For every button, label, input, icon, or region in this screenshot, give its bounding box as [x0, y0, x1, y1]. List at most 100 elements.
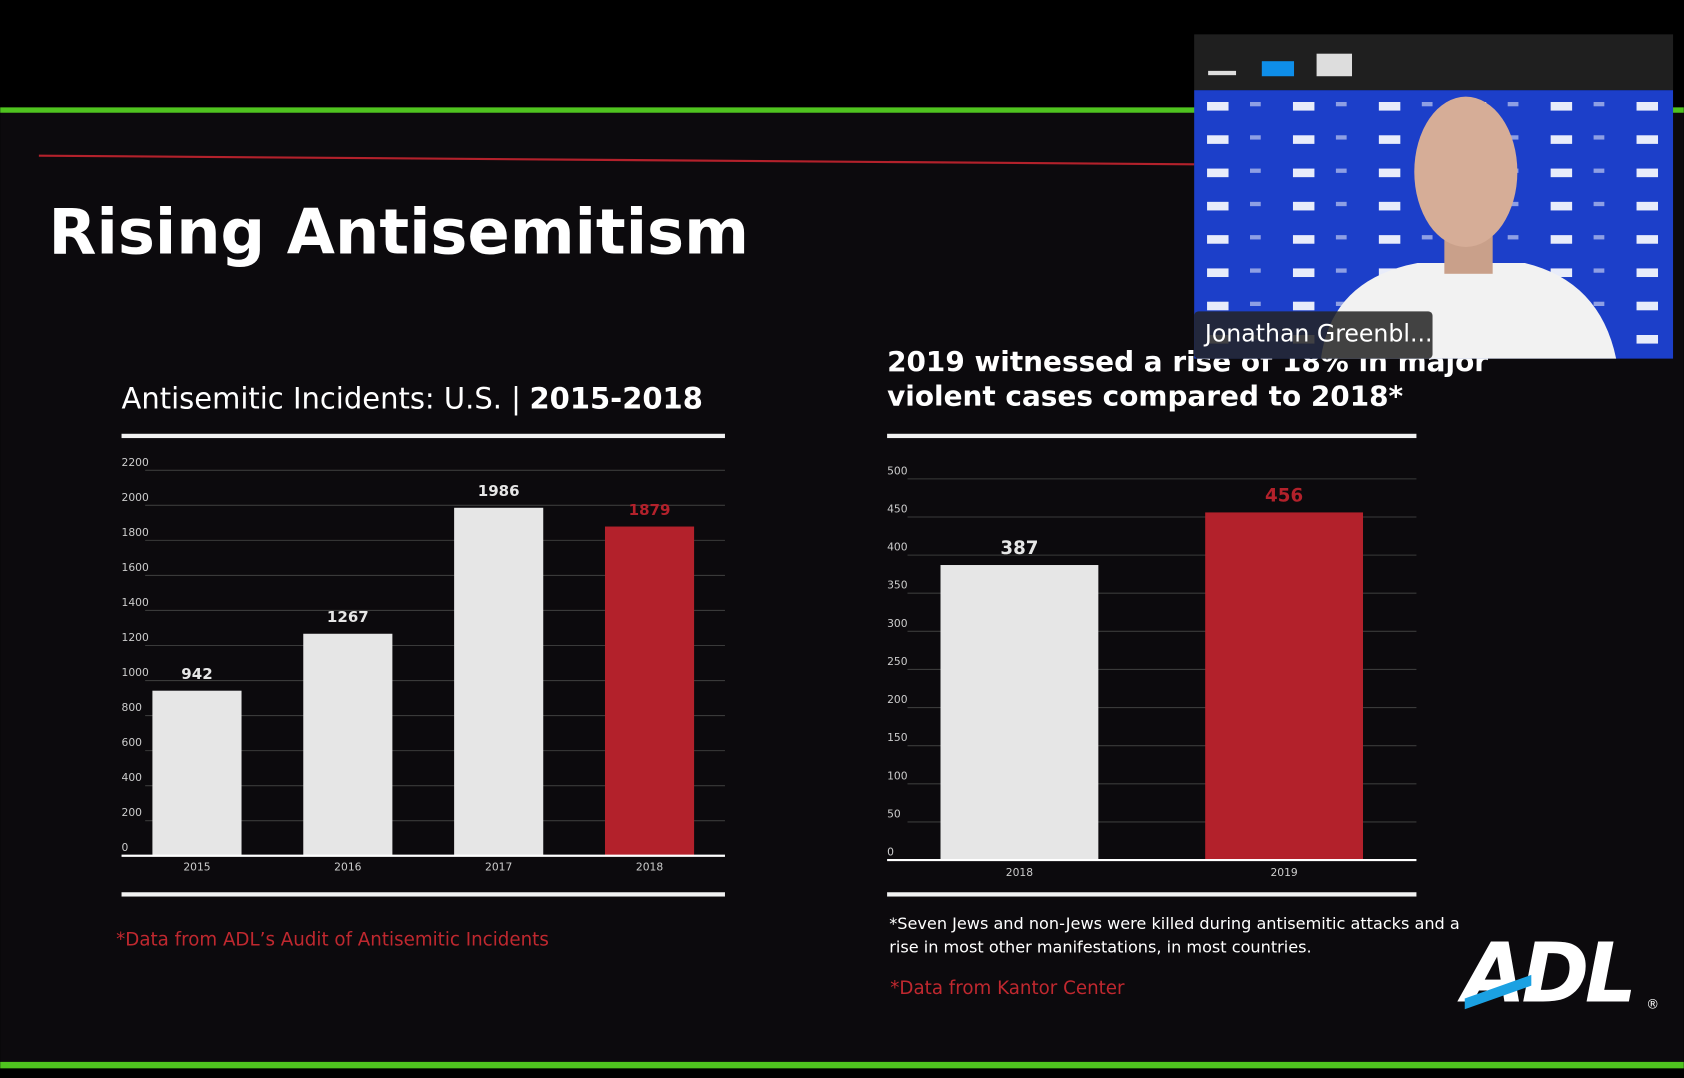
footnote: rise in most other manifestations, in mo…: [889, 938, 1311, 957]
backdrop-tile: [1550, 135, 1573, 144]
value-label: 387: [1000, 538, 1038, 559]
bar: [1205, 512, 1364, 861]
value-label: 1879: [629, 501, 671, 519]
backdrop-tile: [1292, 268, 1315, 278]
backdrop-tile: [1335, 301, 1347, 307]
backdrop-tile: [1292, 301, 1315, 311]
view-icon[interactable]: [1261, 61, 1295, 77]
y-tick-label: 1600: [122, 561, 149, 574]
y-tick-label: 350: [887, 579, 908, 592]
y-tick-label: 400: [887, 541, 908, 554]
backdrop-tile: [1550, 235, 1573, 244]
backdrop-tile: [1636, 235, 1659, 244]
x-tick-label: 2018: [636, 861, 663, 874]
backdrop-tile: [1636, 201, 1659, 211]
backdrop-tile: [1507, 102, 1519, 107]
x-tick-label: 2019: [1270, 866, 1297, 879]
backdrop-tile: [1593, 135, 1605, 140]
y-tick-label: 450: [887, 502, 908, 515]
backdrop-tile: [1207, 235, 1229, 244]
x-tick-label: 2015: [183, 861, 210, 874]
backdrop-tile: [1207, 301, 1229, 311]
footnote: *Seven Jews and non-Jews were killed dur…: [889, 914, 1460, 933]
bar: [604, 526, 695, 856]
x-tick-label: 2017: [485, 861, 512, 874]
backdrop-tile: [1593, 268, 1605, 273]
backdrop-tile: [1250, 102, 1261, 107]
backdrop-tile: [1378, 201, 1401, 211]
y-tick-label: 2000: [122, 491, 149, 504]
y-tick-label: 2200: [122, 456, 149, 469]
backdrop-tile: [1550, 201, 1573, 211]
logo-mark: ®: [1646, 997, 1659, 1012]
backdrop-tile: [1335, 201, 1347, 207]
backdrop-tile: [1250, 168, 1261, 173]
name-tag: [1194, 311, 1433, 359]
slide-title: Rising Antisemitism: [49, 195, 749, 268]
y-tick-label: 400: [122, 771, 143, 784]
backdrop-tile: [1421, 102, 1433, 107]
chart-rule: [121, 892, 725, 897]
backdrop-tile: [1207, 268, 1229, 278]
backdrop-tile: [1250, 268, 1261, 273]
backdrop-tile: [1335, 102, 1347, 107]
chart-rule: [887, 433, 1417, 439]
chart-title: Antisemitic Incidents: U.S. | 2015-2018: [122, 381, 703, 415]
value-label: 1986: [478, 482, 520, 500]
backdrop-tile: [1593, 201, 1605, 207]
value-label: 1267: [327, 608, 369, 626]
backdrop-tile: [1378, 235, 1401, 244]
x-tick-label: 2016: [334, 861, 361, 874]
chart-title: violent cases compared to 2018*: [887, 379, 1403, 412]
backdrop-tile: [1593, 301, 1605, 307]
backdrop-tile: [1292, 135, 1315, 144]
backdrop-tile: [1421, 235, 1433, 240]
y-tick-label: 1400: [122, 596, 149, 609]
backdrop-tile: [1378, 168, 1401, 178]
backdrop-tile: [1335, 268, 1347, 273]
participant-name: Jonathan Greenbl...: [1203, 319, 1433, 347]
logo-stripe: [1464, 974, 1532, 1010]
backdrop-tile: [1292, 102, 1315, 111]
minimize-icon[interactable]: [1208, 70, 1237, 76]
bar: [940, 565, 1099, 861]
backdrop-tile: [1250, 235, 1261, 240]
chart-title-text: Antisemitic Incidents: U.S. |: [122, 381, 521, 415]
y-tick-label: 600: [122, 736, 143, 749]
backdrop-tile: [1335, 235, 1347, 240]
person-head: [1414, 96, 1518, 247]
backdrop-tile: [1550, 268, 1573, 278]
backdrop-tile: [1507, 135, 1519, 140]
backdrop-tile: [1636, 135, 1659, 144]
y-tick-label: 800: [122, 701, 143, 714]
y-tick-label: 300: [887, 617, 908, 630]
backdrop-tile: [1207, 201, 1229, 211]
maximize-icon[interactable]: [1316, 53, 1353, 77]
y-tick-label: 1000: [122, 666, 149, 679]
bottom-green-bar: [0, 1061, 1684, 1069]
backdrop-tile: [1636, 268, 1659, 278]
backdrop-tile: [1250, 201, 1261, 207]
backdrop-tile: [1292, 201, 1315, 211]
backdrop-tile: [1378, 102, 1401, 111]
y-tick-label: 1800: [122, 526, 149, 539]
backdrop-tile: [1292, 168, 1315, 178]
y-tick-label: 0: [887, 846, 894, 859]
chart-title-emphasis: 2015-2018: [530, 381, 703, 415]
backdrop-tile: [1593, 168, 1605, 173]
video-panel: Jonathan Greenbl...: [1194, 34, 1674, 359]
backdrop-tile: [1593, 102, 1605, 107]
chart-rule: [121, 433, 725, 439]
y-tick-label: 200: [122, 806, 143, 819]
backdrop-tile: [1335, 168, 1347, 173]
x-tick-label: 2018: [1006, 866, 1033, 879]
y-tick-label: 250: [887, 655, 908, 668]
backdrop-tile: [1207, 135, 1229, 144]
bar: [152, 690, 242, 856]
backdrop-tile: [1550, 168, 1573, 178]
backdrop-tile: [1207, 168, 1229, 178]
y-tick-label: 150: [887, 731, 908, 744]
red-rule: [38, 154, 1195, 166]
source-note: *Data from Kantor Center: [890, 978, 1125, 999]
